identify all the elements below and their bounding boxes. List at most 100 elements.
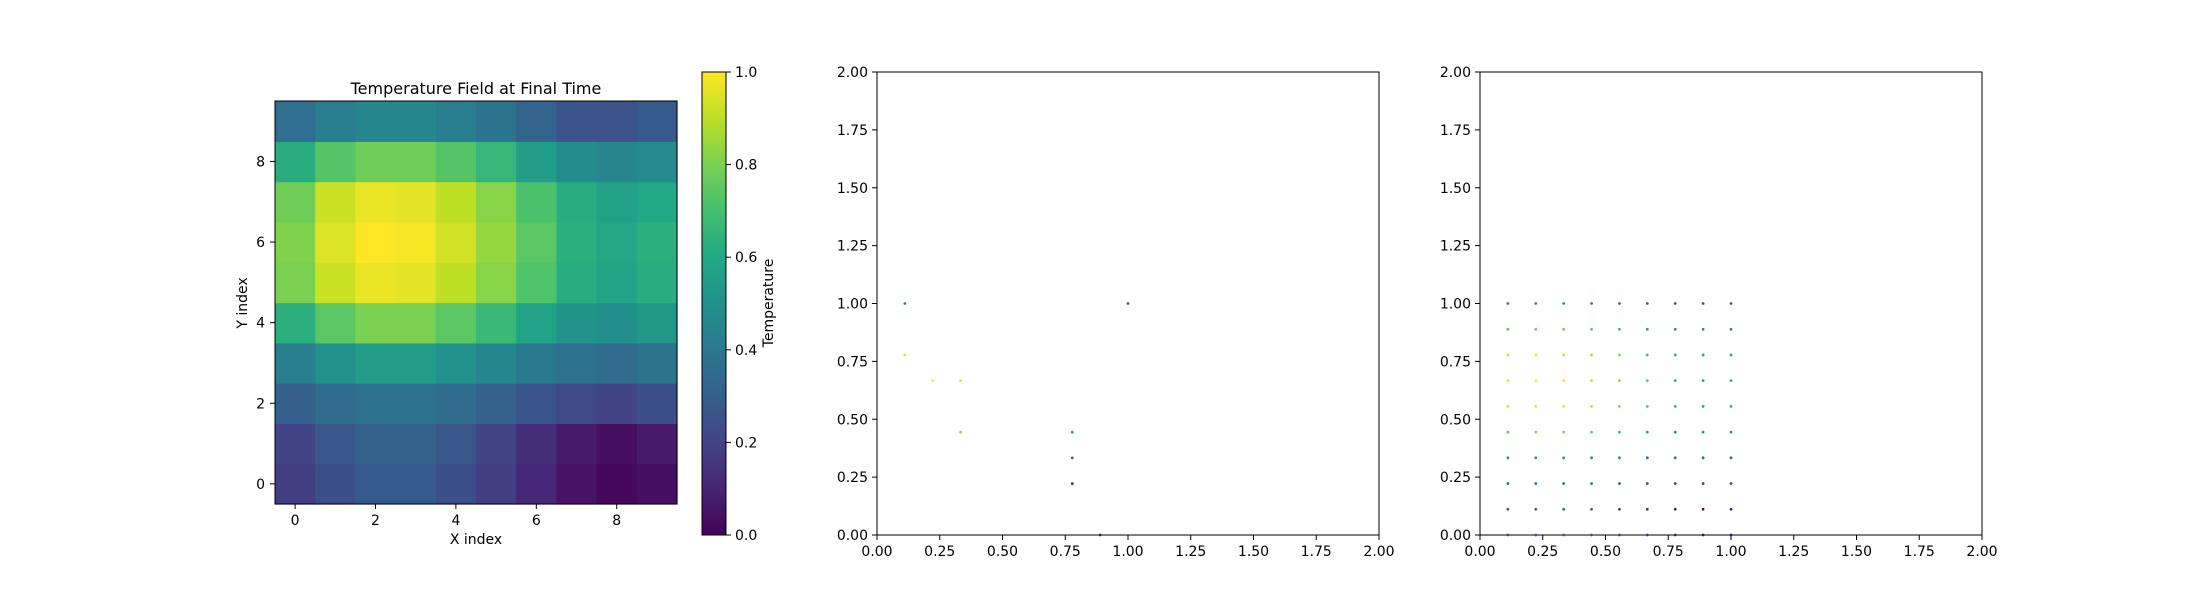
x-tick-label: 0 bbox=[291, 513, 300, 529]
scatter-point bbox=[1645, 404, 1649, 408]
heatmap-cell bbox=[636, 181, 678, 223]
heatmap-cell bbox=[355, 101, 397, 142]
heatmap-cell bbox=[395, 141, 437, 183]
heatmap-cell bbox=[636, 342, 678, 384]
scatter-point bbox=[1534, 327, 1538, 331]
y-tick-label: 0.25 bbox=[837, 470, 868, 486]
heatmap-cell bbox=[516, 221, 557, 263]
heatmap-title: Temperature Field at Final Time bbox=[350, 79, 602, 98]
scatter-point bbox=[1506, 482, 1510, 485]
scatter-point bbox=[1506, 327, 1510, 331]
heatmap-cell bbox=[435, 141, 477, 183]
heatmap-cell bbox=[435, 302, 477, 344]
scatter-point bbox=[1506, 533, 1510, 537]
heatmap-cell bbox=[395, 101, 437, 142]
scatter-point bbox=[1590, 327, 1593, 331]
heatmap-cell bbox=[476, 262, 517, 304]
heatmap-cell bbox=[275, 221, 316, 263]
x-tick-label: 1.25 bbox=[1175, 544, 1206, 560]
heatmap-cell bbox=[636, 383, 678, 424]
x-tick-label: 0.75 bbox=[1050, 544, 1081, 560]
heatmap-cell bbox=[435, 101, 477, 142]
heatmap-cell bbox=[476, 383, 517, 424]
scatter-point bbox=[1701, 482, 1705, 485]
heatmap-cell bbox=[395, 302, 437, 344]
heatmap-cell bbox=[636, 141, 678, 183]
heatmap-cell bbox=[435, 423, 477, 465]
scatter-point bbox=[1618, 430, 1621, 434]
heatmap-cell bbox=[596, 463, 638, 505]
scatter-point bbox=[1673, 533, 1677, 537]
scatter-point bbox=[1729, 507, 1733, 511]
heatmap-cell bbox=[516, 181, 557, 223]
scatter-point bbox=[1618, 404, 1621, 408]
heatmap-cell bbox=[355, 342, 397, 384]
heatmap-cell bbox=[435, 181, 477, 223]
colorbar-label: Temperature bbox=[761, 259, 777, 349]
colorbar-ticks: 0.0 0.2 0.4 0.6 0.8 1.0 bbox=[726, 65, 757, 544]
scatter-point bbox=[1729, 302, 1733, 305]
scatter-point bbox=[1673, 430, 1677, 434]
scatter-point bbox=[1562, 327, 1566, 331]
scatter-point bbox=[1562, 430, 1566, 434]
scatter-point bbox=[1098, 533, 1102, 537]
scatter-point bbox=[1562, 404, 1566, 408]
heatmap-cell bbox=[476, 101, 517, 142]
heatmap-cell bbox=[315, 101, 356, 142]
x-tick-label: 1.00 bbox=[1715, 544, 1746, 560]
heatmap-cell bbox=[395, 423, 437, 465]
scatter-point bbox=[931, 379, 935, 382]
scatter-point bbox=[1126, 302, 1130, 305]
y-tick-label: 1.50 bbox=[1440, 181, 1471, 197]
heatmap-cell bbox=[355, 221, 397, 263]
heatmap-cell bbox=[315, 262, 356, 304]
x-tick-label: 0.50 bbox=[1590, 544, 1621, 560]
heatmap-cell bbox=[596, 302, 638, 344]
y-tick-label: 1.50 bbox=[837, 181, 868, 197]
heatmap-cell bbox=[556, 221, 598, 263]
scatter-point bbox=[1590, 533, 1593, 537]
y-tick-label: 0.50 bbox=[1440, 412, 1471, 428]
x-tick-label: 0.25 bbox=[1527, 544, 1558, 560]
heatmap-cell bbox=[395, 262, 437, 304]
scatter-point bbox=[1534, 379, 1538, 383]
colorbar-tick-label: 0.8 bbox=[735, 158, 757, 174]
heatmap-cell bbox=[596, 141, 638, 183]
scatter-point bbox=[1645, 507, 1649, 511]
heatmap-cell bbox=[435, 383, 477, 424]
scatter-point bbox=[1070, 482, 1074, 486]
heatmap-cell bbox=[395, 181, 437, 223]
x-tick-label: 0.75 bbox=[1653, 544, 1684, 560]
scatter-point bbox=[1729, 456, 1733, 460]
scatter-point bbox=[1590, 456, 1593, 460]
heatmap-cell bbox=[516, 141, 557, 183]
heatmap-cell bbox=[315, 342, 356, 384]
heatmap-cell bbox=[355, 423, 397, 465]
heatmap-cell bbox=[275, 342, 316, 384]
scatter-point bbox=[1645, 353, 1649, 357]
heatmap-cell bbox=[596, 181, 638, 223]
scatter-point bbox=[1729, 379, 1733, 383]
scatter-1-points bbox=[903, 302, 1130, 537]
heatmap-cell bbox=[596, 101, 638, 142]
heatmap-y-axis: 0 2 4 6 8 bbox=[256, 154, 275, 493]
scatter-point bbox=[1534, 507, 1538, 511]
heatmap-cell bbox=[556, 342, 598, 384]
y-tick-label: 2.00 bbox=[1440, 65, 1471, 81]
heatmap-cell bbox=[636, 221, 678, 263]
scatter-point bbox=[1506, 379, 1510, 383]
scatter-point bbox=[1673, 353, 1677, 357]
x-tick-label: 1.75 bbox=[1904, 544, 1935, 560]
heatmap-x-axis: 0 2 4 6 8 bbox=[291, 504, 621, 529]
heatmap-cell bbox=[556, 383, 598, 424]
heatmap-cell bbox=[596, 221, 638, 263]
y-tick-label: 1.75 bbox=[837, 123, 868, 139]
scatter-point bbox=[1562, 507, 1566, 511]
scatter-point bbox=[1673, 507, 1677, 511]
x-tick-label: 1.00 bbox=[1112, 544, 1143, 560]
heatmap-cell bbox=[476, 302, 517, 344]
scatter-point bbox=[1590, 482, 1593, 485]
colorbar-tick-label: 0.0 bbox=[735, 528, 757, 544]
heatmap-cell bbox=[516, 262, 557, 304]
scatter-point bbox=[1590, 353, 1593, 357]
